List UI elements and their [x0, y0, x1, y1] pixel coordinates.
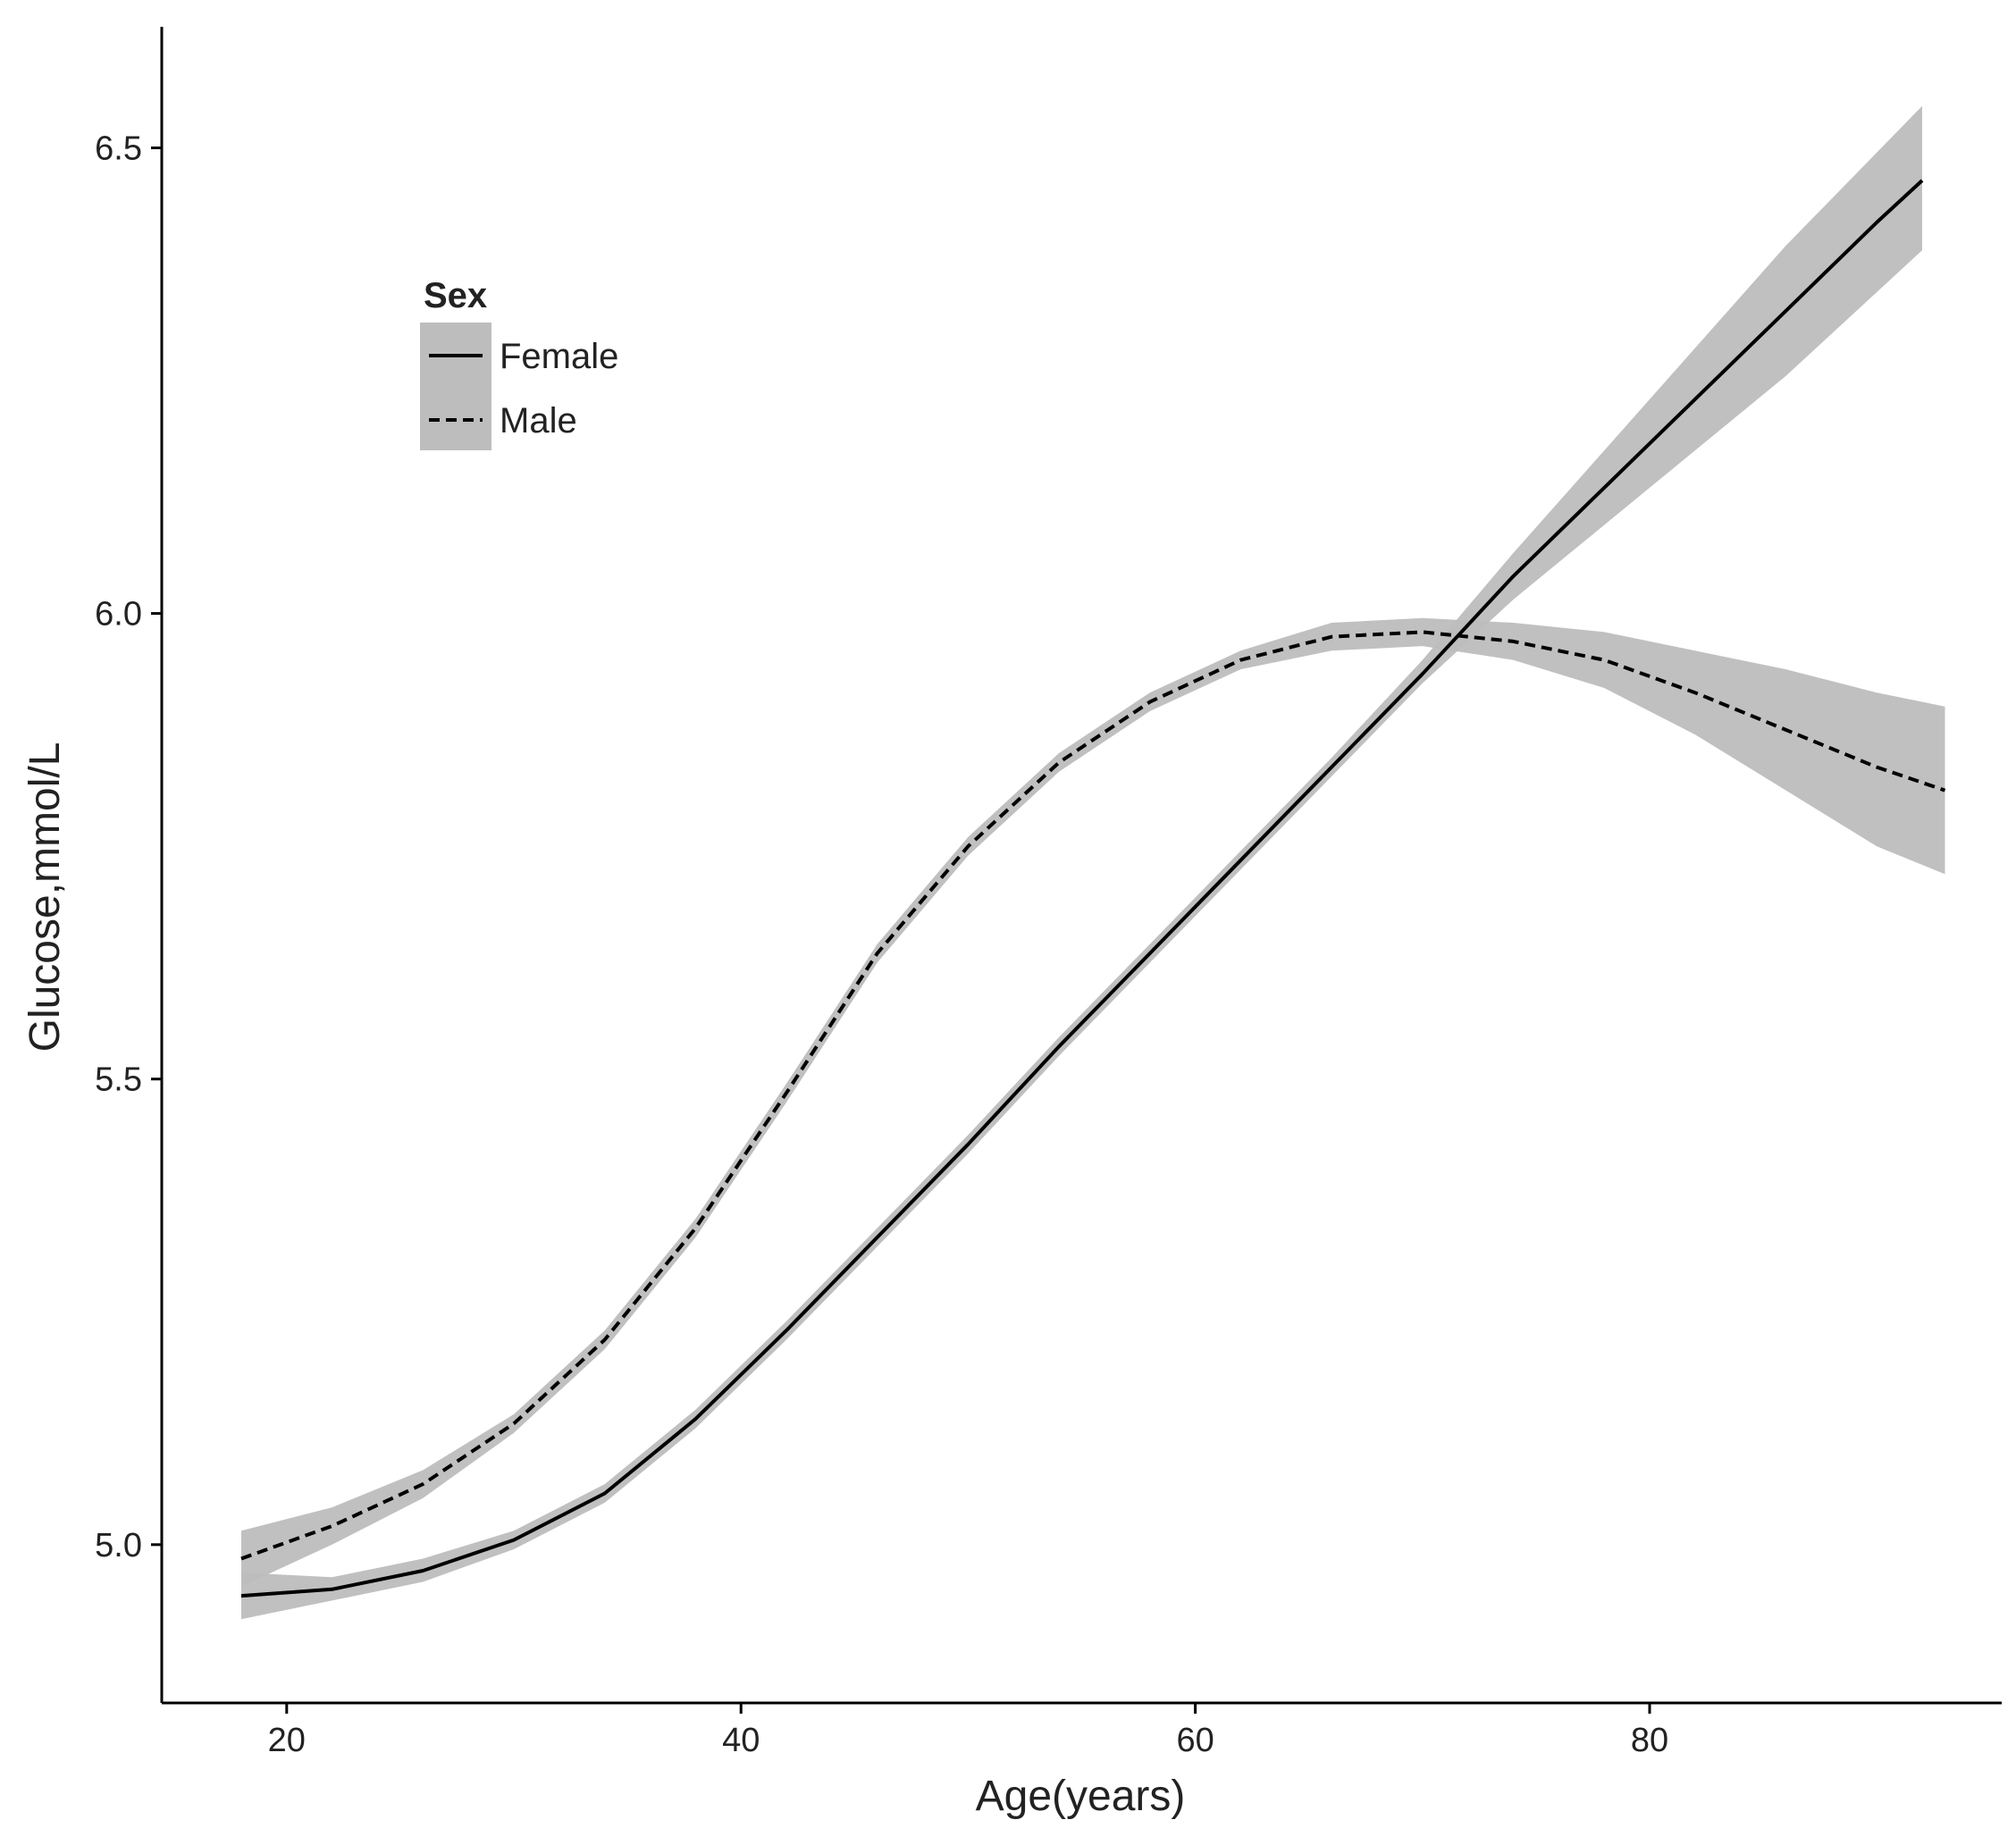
legend: Sex Female Male — [420, 276, 618, 450]
legend-key-background — [420, 323, 491, 450]
confidence-band-female — [241, 105, 1922, 1620]
x-tick-label: 80 — [1631, 1722, 1668, 1759]
x-tick-label: 40 — [722, 1722, 760, 1759]
legend-title: Sex — [424, 276, 487, 315]
series-line-male — [240, 630, 1946, 1561]
series-line-female — [240, 179, 1924, 1598]
y-tick-label: 5.5 — [95, 1061, 142, 1099]
x-axis-title: Age(years) — [976, 1773, 1186, 1820]
x-axis-ticks: 20 40 60 80 — [268, 1703, 1668, 1759]
y-tick-label: 6.0 — [95, 596, 142, 633]
x-tick-label: 20 — [268, 1722, 306, 1759]
legend-label-male: Male — [500, 401, 577, 440]
confidence-bands — [241, 105, 1945, 1620]
y-axis-title: Glucose,mmol/L — [21, 742, 69, 1052]
y-axis-ticks: 5.0 5.5 6.0 6.5 — [95, 130, 162, 1564]
legend-label-female: Female — [500, 337, 618, 376]
x-tick-label: 60 — [1176, 1722, 1214, 1759]
y-tick-label: 6.5 — [95, 130, 142, 167]
series-lines — [240, 179, 1946, 1598]
confidence-band-male — [241, 617, 1945, 1587]
y-tick-label: 5.0 — [95, 1527, 142, 1564]
